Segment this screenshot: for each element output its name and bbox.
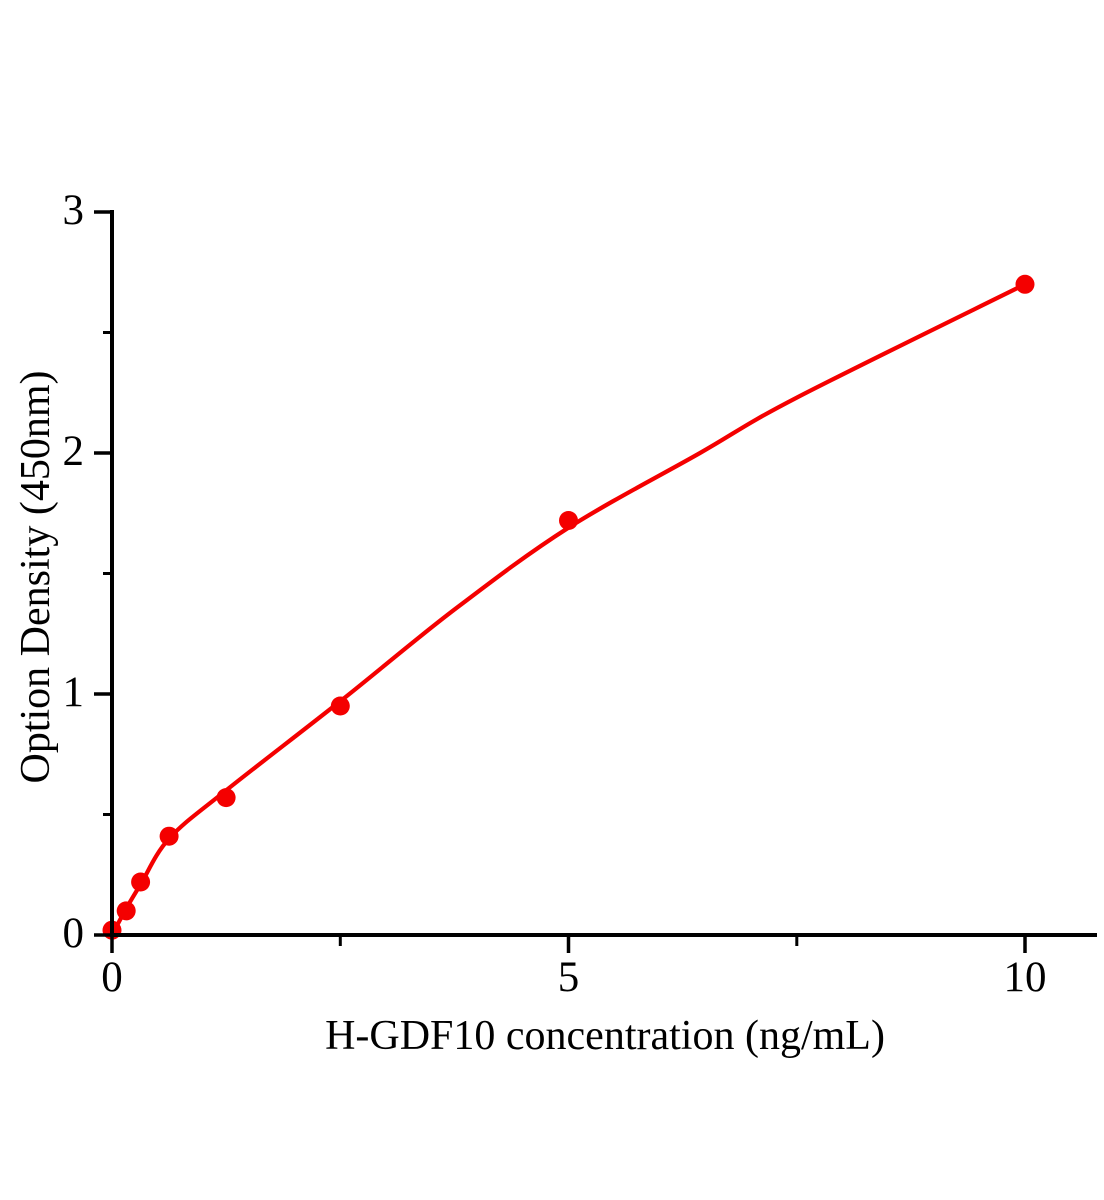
y-tick-label: 2: [62, 428, 85, 475]
x-tick-label: 0: [101, 954, 123, 1001]
data-point: [216, 788, 236, 808]
data-point: [116, 901, 136, 921]
data-point: [330, 696, 350, 716]
data-point: [1015, 274, 1035, 294]
x-tick-label: 10: [1003, 954, 1047, 1001]
x-tick-label: 5: [557, 954, 580, 1001]
fit-curve: [109, 282, 1028, 938]
y-axis-title: Option Density (450nm): [13, 370, 59, 784]
data-point: [159, 826, 179, 846]
y-tick-label: 0: [62, 910, 85, 957]
x-axis-title: H-GDF10 concentration (ng/mL): [325, 1013, 885, 1059]
data-point: [131, 872, 151, 892]
y-tick-label: 3: [62, 187, 85, 234]
y-tick-label: 1: [62, 669, 85, 716]
data-point: [559, 511, 578, 530]
